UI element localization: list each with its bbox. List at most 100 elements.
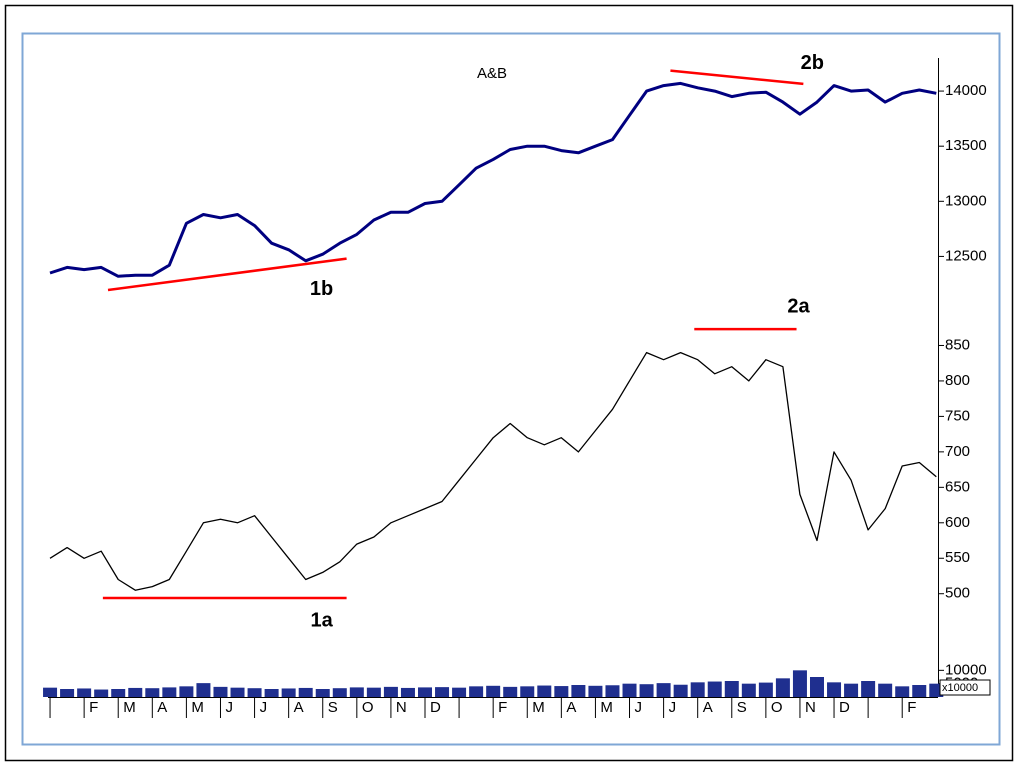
volume-bar: [588, 685, 603, 697]
volume-bar: [673, 684, 688, 697]
x-tick-label: N: [396, 699, 407, 716]
annotation-label: 2b: [801, 52, 824, 74]
x-tick-label: A: [294, 699, 304, 716]
x-tick-label: D: [430, 699, 441, 716]
x-tick-label: M: [600, 699, 613, 716]
x-tick-label: A: [566, 699, 576, 716]
volume-bar: [332, 688, 347, 697]
x-tick-label: O: [771, 699, 783, 716]
volume-bar: [520, 686, 535, 697]
volume-bar: [400, 687, 415, 697]
price-line: [49, 81, 937, 278]
volume-bar: [571, 685, 586, 697]
volume-bar: [741, 683, 756, 697]
y-tick-label: 13500: [945, 137, 987, 154]
x-tick-label: F: [498, 699, 507, 716]
volume-bar: [366, 687, 381, 697]
annotation-label: 2a: [787, 295, 810, 317]
volume-bar: [417, 687, 432, 697]
x-tick-label: J: [635, 699, 643, 716]
volume-bar: [230, 687, 245, 697]
volume-bar: [179, 686, 194, 697]
volume-bar: [94, 689, 109, 697]
annotation-label: 1b: [310, 278, 333, 300]
volume-bar: [315, 689, 330, 697]
axis-multiplier: x10000: [942, 682, 978, 694]
volume-bar: [349, 687, 364, 697]
volume-bar: [758, 682, 773, 697]
volume-bar: [383, 686, 398, 697]
inner-frame: [21, 32, 1001, 746]
x-tick-label: S: [737, 699, 747, 716]
x-tick-label: F: [89, 699, 98, 716]
x-tick-label: J: [225, 699, 233, 716]
chart-title: A&B: [477, 65, 507, 82]
volume-bar: [724, 681, 739, 697]
volume-bar: [605, 685, 620, 697]
volume-bar: [775, 678, 790, 697]
x-tick-label: O: [362, 699, 374, 716]
volume-bar: [281, 688, 296, 697]
x-tick-label: J: [669, 699, 677, 716]
multiplier-box: [939, 679, 991, 696]
volume-bar: [77, 688, 92, 697]
volume-bar: [43, 687, 58, 697]
y-tick-label: 14000: [945, 82, 987, 99]
x-tick-label: M: [532, 699, 545, 716]
y-tick-label: 12500: [945, 247, 987, 264]
x-tick-label: M: [191, 699, 204, 716]
volume-bar: [690, 682, 705, 697]
volume-bar: [213, 686, 228, 697]
volume-bar: [486, 685, 501, 697]
volume-bar: [554, 686, 569, 697]
volume-bar: [196, 683, 211, 697]
y-tick-label: 750: [945, 407, 970, 424]
x-tick-label: A: [703, 699, 713, 716]
y-tick-label: 800: [945, 372, 970, 389]
volume-bar: [792, 670, 807, 697]
y-tick-label: 700: [945, 443, 970, 460]
x-tick-label: M: [123, 699, 136, 716]
x-tick-label: J: [260, 699, 268, 716]
volume-bar: [503, 686, 518, 697]
volume-bar: [622, 683, 637, 697]
y-tick-label: 650: [945, 478, 970, 495]
volume-bar: [435, 687, 450, 697]
x-tick-label: F: [907, 699, 916, 716]
volume-bar: [844, 683, 859, 697]
volume-bar: [452, 687, 467, 697]
volume-bar: [656, 683, 671, 697]
volume-bar: [111, 689, 126, 697]
volume-bar: [145, 688, 160, 697]
y-tick-label: 10000: [945, 661, 987, 678]
volume-bar: [827, 682, 842, 697]
trend-line: [670, 69, 804, 86]
y-tick-label: 550: [945, 549, 970, 566]
volume-bar: [861, 681, 876, 697]
x-tick-label: N: [805, 699, 816, 716]
volume-bar: [298, 687, 313, 697]
y-tick-label: 500: [945, 585, 970, 602]
y-tick-label: 600: [945, 514, 970, 531]
price-line: [49, 351, 937, 591]
x-tick-label: S: [328, 699, 338, 716]
trend-line: [107, 257, 347, 292]
x-tick-label: D: [839, 699, 850, 716]
frame: [4, 4, 1014, 762]
volume-bar: [162, 687, 177, 697]
volume-bar: [809, 677, 824, 697]
volume-bar: [639, 684, 654, 697]
volume-bar: [707, 681, 722, 697]
volume-bar: [60, 689, 75, 697]
volume-bar: [264, 689, 279, 697]
y-tick-label: 13000: [945, 192, 987, 209]
y-tick-label: 850: [945, 336, 970, 353]
volume-bar: [895, 686, 910, 697]
volume-bar: [247, 688, 262, 697]
volume-bar: [912, 685, 927, 697]
x-tick-label: A: [157, 699, 167, 716]
volume-bar: [128, 687, 143, 697]
volume-bar: [537, 685, 552, 697]
annotation-label: 1a: [310, 609, 333, 631]
